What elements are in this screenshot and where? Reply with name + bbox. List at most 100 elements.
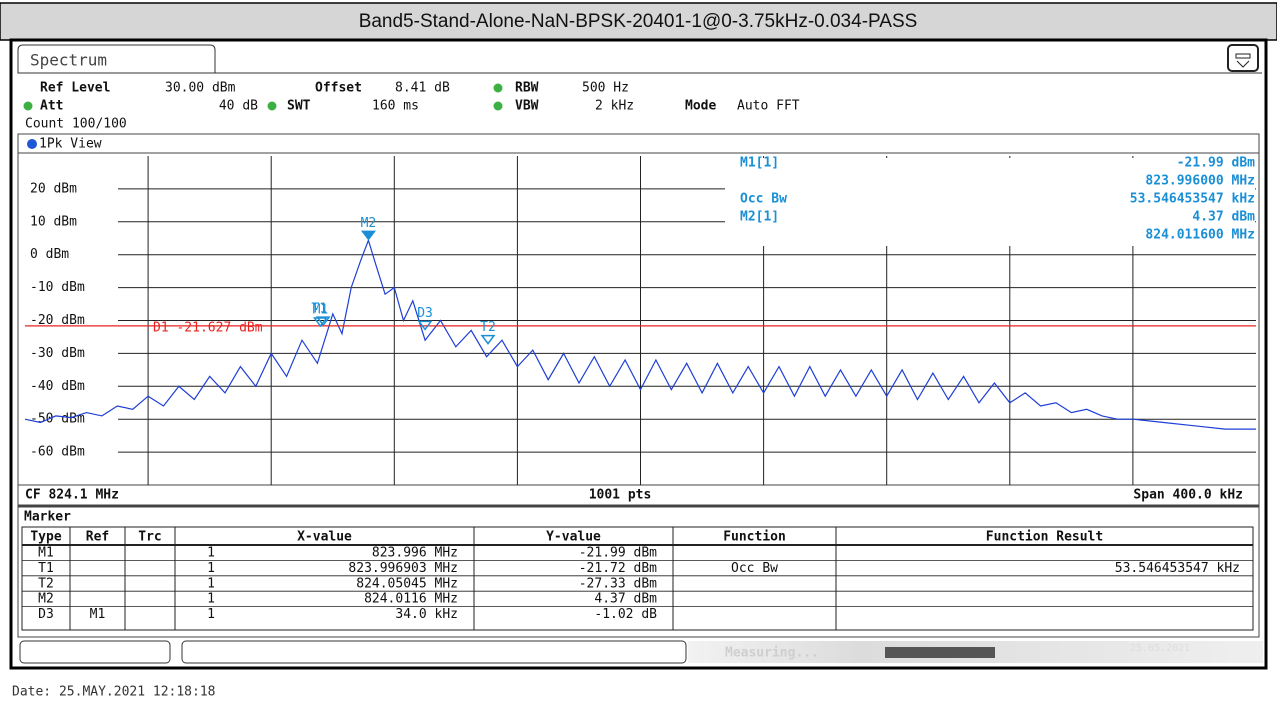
table-header: Y-value: [546, 530, 601, 545]
setting-label: VBW: [515, 99, 539, 114]
window-title: Band5-Stand-Alone-NaN-BPSK-20401-1@0-3.7…: [359, 11, 918, 32]
y-tick-label: -40 dBm: [30, 379, 85, 394]
setting-value: 2 kHz: [595, 99, 634, 114]
view-label: 1Pk View: [39, 137, 102, 152]
tab-label[interactable]: Spectrum: [30, 51, 107, 70]
info-value: 823.996000 MHz: [1145, 174, 1255, 189]
table-cell: -21.72 dBm: [579, 561, 657, 576]
marker: [312, 317, 328, 328]
marker: [480, 334, 496, 345]
view-dot: [27, 139, 37, 149]
info-label: Occ Bw: [740, 192, 787, 207]
setting-value: 500 Hz: [582, 81, 629, 96]
points-label: 1001 pts: [589, 488, 652, 503]
table-frame: [21, 526, 1254, 631]
info-bg: [725, 158, 1255, 246]
table-cell: M1: [38, 546, 54, 561]
table-header: Type: [30, 530, 61, 545]
table-header: X-value: [297, 530, 352, 545]
table-cell: D3: [38, 607, 54, 622]
marker-label: T2: [480, 320, 496, 335]
y-tick-label: -20 dBm: [30, 313, 85, 328]
setting-label: Att: [40, 99, 63, 114]
count: Count 100/100: [25, 117, 127, 132]
table-cell: 1: [207, 592, 215, 607]
setting-label: Ref Level: [40, 81, 110, 96]
table-cell: 1: [207, 607, 215, 622]
marker: [417, 320, 433, 331]
table-cell: 824.05045 MHz: [356, 576, 458, 591]
setting-label: Offset: [315, 81, 362, 96]
marker-label: M1: [313, 303, 329, 318]
table-cell: 1: [207, 576, 215, 591]
marker: [315, 316, 331, 327]
table-header: Function: [723, 530, 786, 545]
menu-icon: [1235, 53, 1251, 68]
table-cell: T1: [38, 561, 54, 576]
table-cell: 1: [207, 561, 215, 576]
span-label: Span 400.0 kHz: [1133, 488, 1243, 503]
setting-value: 160 ms: [372, 99, 419, 114]
plot-footer: [17, 484, 1260, 506]
display-line-label: D1 -21.627 dBm: [153, 320, 263, 335]
table-cell: T2: [38, 576, 54, 591]
status-box[interactable]: [181, 640, 687, 664]
y-tick-label: -60 dBm: [30, 445, 85, 460]
setting-value: Auto FFT: [737, 99, 800, 114]
table-title: Marker: [24, 510, 71, 525]
y-tick-label: 0 dBm: [30, 247, 69, 262]
title-bar: [0, 2, 1277, 41]
status-date: 25.05.2021: [1130, 643, 1190, 654]
y-tick-label: -30 dBm: [30, 346, 85, 361]
marker-panel: [17, 506, 1260, 638]
info-value: 53.546453547 kHz: [1130, 192, 1255, 207]
table-cell: 824.0116 MHz: [364, 592, 458, 607]
marker: [360, 230, 376, 241]
table-header: Ref: [86, 530, 109, 545]
marker-label: M2: [361, 216, 377, 231]
setting-label: SWT: [287, 99, 311, 114]
status-dot: [493, 83, 503, 93]
setting-label: Mode: [685, 99, 716, 114]
status-dot: [23, 101, 33, 111]
y-tick-label: -50 dBm: [30, 412, 85, 427]
table-cell: 53.546453547 kHz: [1115, 561, 1240, 576]
marker-label: D3: [417, 306, 433, 321]
y-tick-label: -10 dBm: [30, 280, 85, 295]
table-cell: 823.996 MHz: [372, 546, 458, 561]
setting-value: 8.41 dB: [395, 81, 450, 96]
status-dot: [493, 101, 503, 111]
info-label: M1[1]: [740, 156, 779, 171]
cf-label: CF 824.1 MHz: [25, 488, 119, 503]
setting-value: 40 dB: [219, 99, 258, 114]
table-cell: -27.33 dBm: [579, 576, 657, 591]
trace: [24, 238, 1256, 430]
info-label: M2[1]: [740, 210, 779, 225]
table-cell: -1.02 dB: [594, 607, 657, 622]
setting-label: RBW: [515, 81, 539, 96]
table-cell: 34.0 kHz: [395, 607, 458, 622]
status-box[interactable]: [19, 640, 171, 664]
table-header: Trc: [138, 530, 161, 545]
y-tick-label: 20 dBm: [30, 181, 77, 196]
table-cell: 4.37 dBm: [594, 592, 657, 607]
marker-label: T1: [311, 302, 327, 317]
tab[interactable]: [17, 44, 216, 74]
capture-date: Date: 25.MAY.2021 12:18:18: [12, 685, 216, 700]
table-cell: M1: [90, 607, 106, 622]
table-cell: M2: [38, 592, 54, 607]
table-cell: Occ Bw: [731, 561, 778, 576]
table-cell: 1: [207, 546, 215, 561]
info-value: 824.011600 MHz: [1145, 228, 1255, 243]
status-dot: [267, 101, 277, 111]
table-header: Function Result: [986, 530, 1103, 545]
table-cell: -21.99 dBm: [579, 546, 657, 561]
y-tick-label: 10 dBm: [30, 214, 77, 229]
setting-value: 30.00 dBm: [165, 81, 236, 96]
info-value: 4.37 dBm: [1192, 210, 1255, 225]
info-value: -21.99 dBm: [1177, 156, 1255, 171]
table-cell: 823.996903 MHz: [348, 561, 458, 576]
progress: [885, 647, 995, 658]
status-measuring: Measuring...: [725, 646, 819, 661]
